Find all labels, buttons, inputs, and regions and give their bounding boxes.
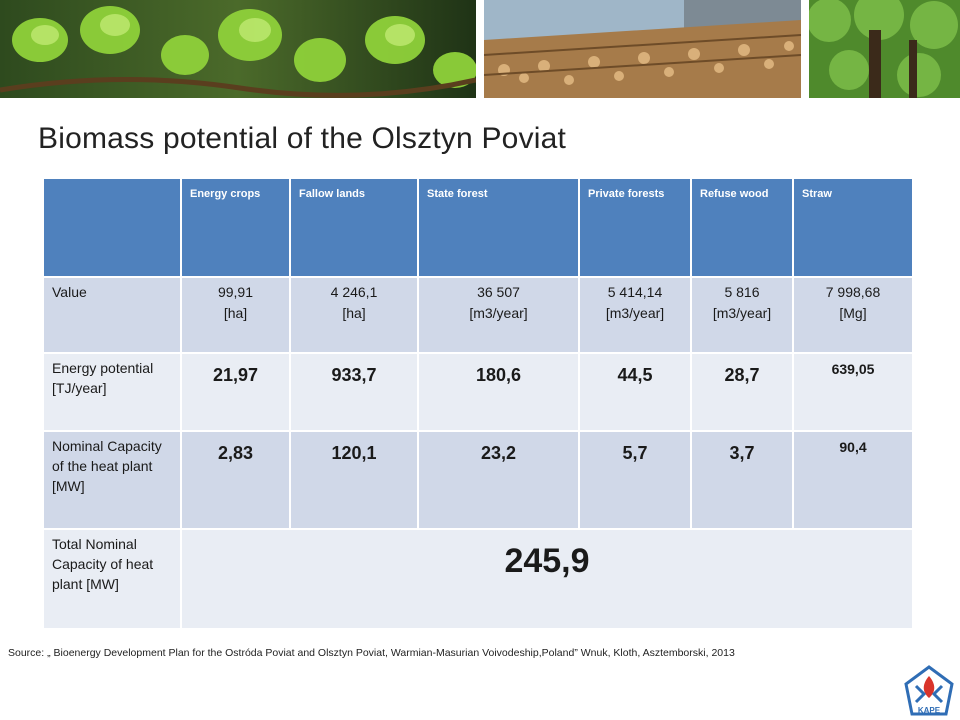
- table-row-value: Value 99,91 [ha] 4 246,1 [ha] 36 507 [m3/ye…: [42, 276, 914, 354]
- capacity-cell: 3,7: [690, 430, 794, 530]
- total-capacity-value: 245,9: [180, 528, 914, 630]
- energy-cell: 180,6: [417, 352, 580, 432]
- capacity-cell: 23,2: [417, 430, 580, 530]
- table-header-row: Energy crops Fallow lands State forest P…: [42, 177, 914, 278]
- capacity-cell: 5,7: [578, 430, 692, 530]
- energy-cell: 44,5: [578, 352, 692, 432]
- spruce-shoots-photo: [0, 0, 476, 98]
- energy-cell: 28,7: [690, 352, 794, 432]
- header-corner-cell: [42, 177, 182, 278]
- biomass-table: Energy crops Fallow lands State forest P…: [42, 177, 914, 630]
- row-label: Energy potential [TJ/year]: [42, 352, 182, 432]
- energy-cell: 21,97: [180, 352, 291, 432]
- value-cell: 5 414,14 [m3/year]: [578, 276, 692, 354]
- value-cell: 7 998,68 [Mg]: [792, 276, 914, 354]
- svg-text:KAPE: KAPE: [918, 706, 941, 715]
- column-header: Straw: [792, 177, 914, 278]
- value-cell: 99,91 [ha]: [180, 276, 291, 354]
- table-row-capacity: Nominal Capacity of the heat plant [MW] …: [42, 430, 914, 530]
- energy-cell: 933,7: [289, 352, 419, 432]
- column-header: Fallow lands: [289, 177, 419, 278]
- page-title: Biomass potential of the Olsztyn Poviat: [38, 122, 567, 155]
- kape-logo: KAPE: [902, 664, 956, 718]
- wood-log-pile-photo: [484, 0, 801, 98]
- forest-trees-photo: [809, 0, 960, 98]
- column-header: Energy crops: [180, 177, 291, 278]
- source-citation: Source: „ Bioenergy Development Plan for…: [8, 647, 735, 659]
- capacity-cell: 120,1: [289, 430, 419, 530]
- energy-cell: 639,05: [792, 352, 914, 432]
- column-header: State forest: [417, 177, 580, 278]
- row-label: Value: [42, 276, 182, 354]
- capacity-cell: 2,83: [180, 430, 291, 530]
- value-cell: 5 816 [m3/year]: [690, 276, 794, 354]
- row-label: Nominal Capacity of the heat plant [MW]: [42, 430, 182, 530]
- row-label: Total Nominal Capacity of heat plant [MW…: [42, 528, 182, 630]
- capacity-cell: 90,4: [792, 430, 914, 530]
- table-row-energy: Energy potential [TJ/year] 21,97 933,7 1…: [42, 352, 914, 432]
- column-header: Refuse wood: [690, 177, 794, 278]
- table-row-total: Total Nominal Capacity of heat plant [MW…: [42, 528, 914, 630]
- value-cell: 36 507 [m3/year]: [417, 276, 580, 354]
- column-header: Private forests: [578, 177, 692, 278]
- value-cell: 4 246,1 [ha]: [289, 276, 419, 354]
